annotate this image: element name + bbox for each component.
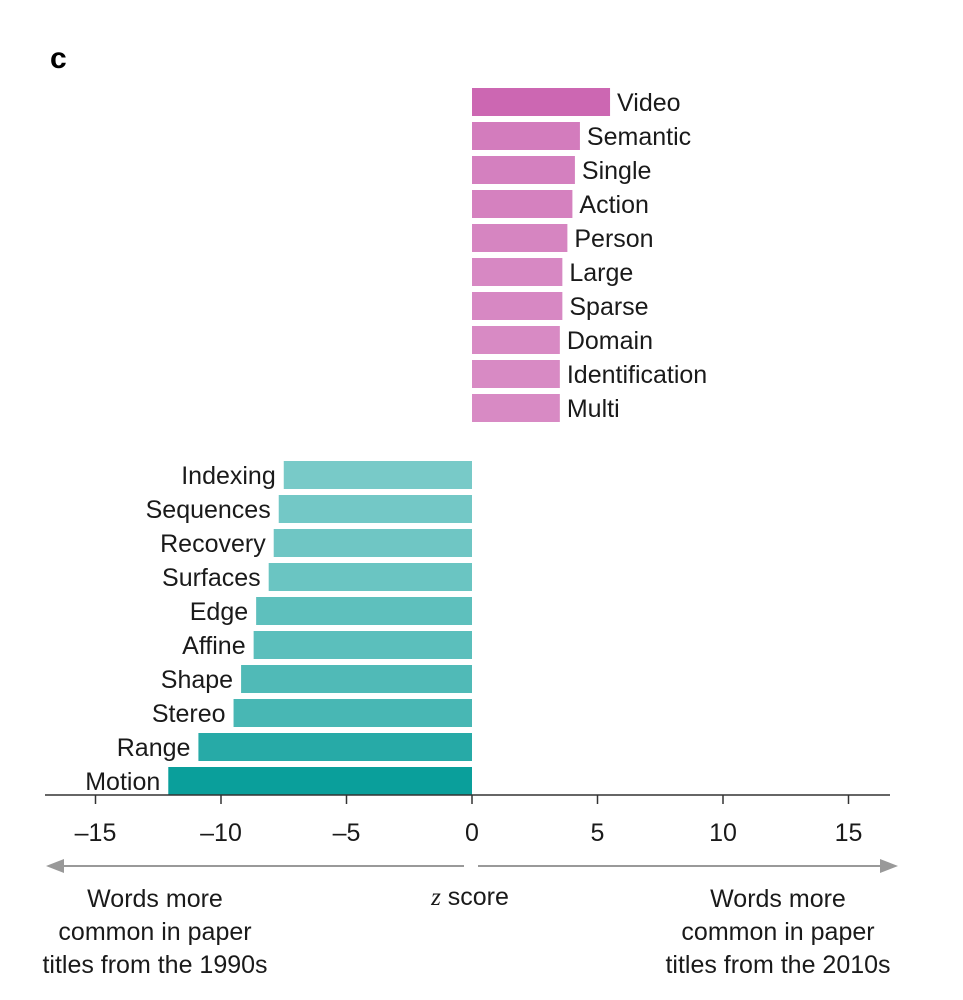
x-tick-label: –15 bbox=[75, 819, 117, 847]
bar-edge bbox=[256, 597, 472, 625]
left-direction-note: Words more common in paper titles from t… bbox=[20, 883, 290, 982]
right-arrowhead-icon bbox=[880, 859, 898, 873]
direction-arrows bbox=[46, 859, 898, 873]
bar-label-identification: Identification bbox=[567, 361, 707, 389]
bar-label-recovery: Recovery bbox=[160, 530, 266, 558]
left-note-line: common in paper bbox=[58, 918, 252, 946]
bar-video bbox=[472, 88, 611, 116]
bar-label-sequences: Sequences bbox=[146, 496, 271, 524]
left-note-line: titles from the 1990s bbox=[42, 951, 268, 979]
x-tick-label: 0 bbox=[465, 819, 479, 847]
bar-domain bbox=[472, 326, 560, 354]
bar-affine bbox=[253, 631, 472, 659]
bar-semantic bbox=[472, 122, 580, 150]
bar-label-multi: Multi bbox=[567, 395, 620, 423]
bar-single bbox=[472, 156, 575, 184]
bar-range bbox=[198, 733, 472, 761]
bar-label-motion: Motion bbox=[85, 768, 160, 796]
panel-label: c bbox=[50, 42, 67, 75]
bar-label-shape: Shape bbox=[161, 666, 233, 694]
x-tick-label: –10 bbox=[200, 819, 242, 847]
right-direction-note: Words more common in paper titles from t… bbox=[640, 883, 916, 982]
left-arrowhead-icon bbox=[46, 859, 64, 873]
positive-bars: Video Semantic Single Action Person Large Spar… bbox=[472, 88, 707, 423]
negative-bars: Indexing Sequences Recovery Surfaces Edge Aff… bbox=[85, 461, 473, 796]
bar-recovery bbox=[273, 529, 472, 557]
bar-multi bbox=[472, 394, 560, 422]
bar-label-range: Range bbox=[117, 734, 191, 762]
bar-label-action: Action bbox=[579, 191, 648, 219]
bar-label-sparse: Sparse bbox=[569, 293, 648, 321]
bar-label-domain: Domain bbox=[567, 327, 653, 355]
bar-sequences bbox=[278, 495, 472, 523]
x-tick-label: –5 bbox=[333, 819, 361, 847]
bar-label-indexing: Indexing bbox=[181, 462, 276, 490]
bar-label-affine: Affine bbox=[182, 632, 245, 660]
bar-label-semantic: Semantic bbox=[587, 123, 691, 151]
bar-label-person: Person bbox=[574, 225, 653, 253]
bar-shape bbox=[241, 665, 472, 693]
bar-action bbox=[472, 190, 573, 218]
bar-surfaces bbox=[268, 563, 472, 591]
right-note-line: common in paper bbox=[681, 918, 875, 946]
bar-label-stereo: Stereo bbox=[152, 700, 226, 728]
right-note-line: Words more bbox=[710, 885, 846, 913]
bar-label-single: Single bbox=[582, 157, 652, 185]
bar-stereo bbox=[233, 699, 472, 727]
bar-sparse bbox=[472, 292, 563, 320]
left-note-line: Words more bbox=[87, 885, 223, 913]
bar-identification bbox=[472, 360, 560, 388]
x-axis-label-variable: z bbox=[431, 884, 441, 911]
bar-label-surfaces: Surfaces bbox=[162, 564, 261, 592]
x-ticks: –15 –10 –5 0 5 10 15 bbox=[75, 795, 863, 847]
right-note-line: titles from the 2010s bbox=[665, 951, 891, 979]
x-axis-label-rest: score bbox=[440, 883, 509, 911]
bar-large bbox=[472, 258, 563, 286]
bar-label-large: Large bbox=[569, 259, 633, 287]
x-tick-label: 10 bbox=[709, 819, 737, 847]
bar-person bbox=[472, 224, 568, 252]
bar-indexing bbox=[283, 461, 472, 489]
x-tick-label: 15 bbox=[835, 819, 863, 847]
x-tick-label: 5 bbox=[591, 819, 605, 847]
x-axis-label: z score bbox=[350, 883, 590, 912]
bar-label-video: Video bbox=[617, 89, 681, 117]
bar-label-edge: Edge bbox=[190, 598, 248, 626]
bar-motion bbox=[168, 767, 473, 795]
